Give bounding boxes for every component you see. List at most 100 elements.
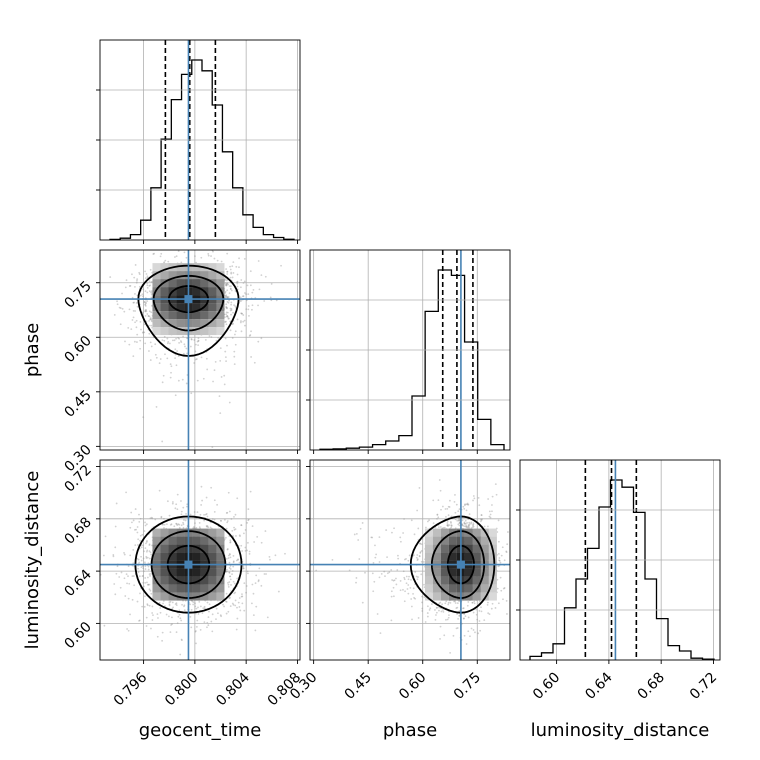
density-cell <box>152 327 161 336</box>
sample-point <box>185 512 187 515</box>
sample-point <box>136 341 138 343</box>
sample-point <box>183 251 186 254</box>
sample-point <box>140 559 143 562</box>
sample-point <box>491 504 493 506</box>
sample-point <box>456 606 459 609</box>
sample-point <box>142 288 145 291</box>
sample-point <box>260 274 263 277</box>
sample-point <box>383 570 386 573</box>
sample-point <box>240 312 243 315</box>
sample-point <box>155 356 158 359</box>
density-cell <box>152 592 161 601</box>
sample-point <box>138 285 141 288</box>
sample-point <box>166 357 169 360</box>
sample-point <box>454 602 457 604</box>
sample-point <box>390 595 393 598</box>
sample-point <box>483 619 486 622</box>
sample-point <box>229 265 231 268</box>
sample-point <box>127 629 130 632</box>
sample-point <box>194 522 196 525</box>
sample-point <box>141 311 144 314</box>
sample-point <box>425 526 427 529</box>
sample-point <box>149 359 152 361</box>
sample-point <box>190 392 193 395</box>
sample-point <box>487 525 489 528</box>
sample-point <box>119 323 122 326</box>
sample-point <box>228 292 231 295</box>
sample-point <box>227 557 230 559</box>
sample-point <box>128 343 131 346</box>
sample-point <box>225 294 228 297</box>
sample-point <box>145 541 148 543</box>
sample-point <box>450 525 453 527</box>
sample-point <box>462 505 465 508</box>
sample-point <box>229 539 232 542</box>
density-cell <box>208 576 217 585</box>
sample-point <box>443 526 446 529</box>
sample-point <box>203 607 206 610</box>
density-cell <box>160 544 169 553</box>
sample-point <box>236 606 238 609</box>
sample-point <box>118 306 121 309</box>
sample-point <box>230 301 233 304</box>
sample-point <box>166 665 168 667</box>
sample-point <box>149 317 152 319</box>
sample-point <box>223 518 226 521</box>
y-tick-label: 0.64 <box>61 567 94 600</box>
sample-point <box>196 511 199 514</box>
sample-point <box>210 486 213 489</box>
sample-point <box>238 561 241 564</box>
sample-point <box>180 510 183 513</box>
sample-point <box>226 252 229 255</box>
sample-point <box>413 533 416 536</box>
density-cell <box>168 327 177 336</box>
sample-point <box>499 561 502 564</box>
sample-point <box>138 575 141 578</box>
sample-point <box>457 510 460 513</box>
sample-point <box>471 601 474 604</box>
sample-point <box>467 630 470 633</box>
sample-point <box>247 572 249 575</box>
sample-point <box>249 490 252 493</box>
sample-point <box>138 271 141 274</box>
sample-point <box>418 555 421 558</box>
sample-point <box>277 590 280 593</box>
sample-point <box>149 284 151 287</box>
sample-point <box>141 565 144 568</box>
sample-point <box>417 527 420 530</box>
sample-point <box>227 581 229 584</box>
sample-point <box>240 524 243 527</box>
sample-point <box>220 260 223 263</box>
histogram-luminosity_distance <box>529 479 715 660</box>
sample-point <box>456 613 458 615</box>
density-cell <box>176 303 185 312</box>
sample-point <box>246 521 249 524</box>
density-cell <box>424 576 433 585</box>
sample-point <box>218 395 221 398</box>
density-cell <box>448 536 457 545</box>
sample-point <box>435 607 438 609</box>
sample-point <box>143 323 146 326</box>
sample-point <box>139 534 142 537</box>
sample-point <box>233 304 236 307</box>
sample-point <box>136 526 139 528</box>
sample-point <box>240 312 243 315</box>
sample-point <box>376 613 379 615</box>
sample-point <box>421 601 423 604</box>
sample-point <box>263 573 266 575</box>
sample-point <box>148 310 151 313</box>
sample-point <box>251 304 254 307</box>
x-tick-label: 0.45 <box>342 670 375 703</box>
sample-point <box>498 559 501 562</box>
sample-point <box>224 294 227 297</box>
sample-point <box>150 293 153 296</box>
sample-point <box>245 308 248 311</box>
sample-point <box>414 597 417 600</box>
density-cell <box>208 568 217 577</box>
sample-point <box>144 577 147 579</box>
sample-point <box>225 557 228 560</box>
sample-point <box>151 517 154 520</box>
density-cell <box>160 287 169 296</box>
sample-point <box>419 552 422 554</box>
sample-point <box>175 631 178 634</box>
